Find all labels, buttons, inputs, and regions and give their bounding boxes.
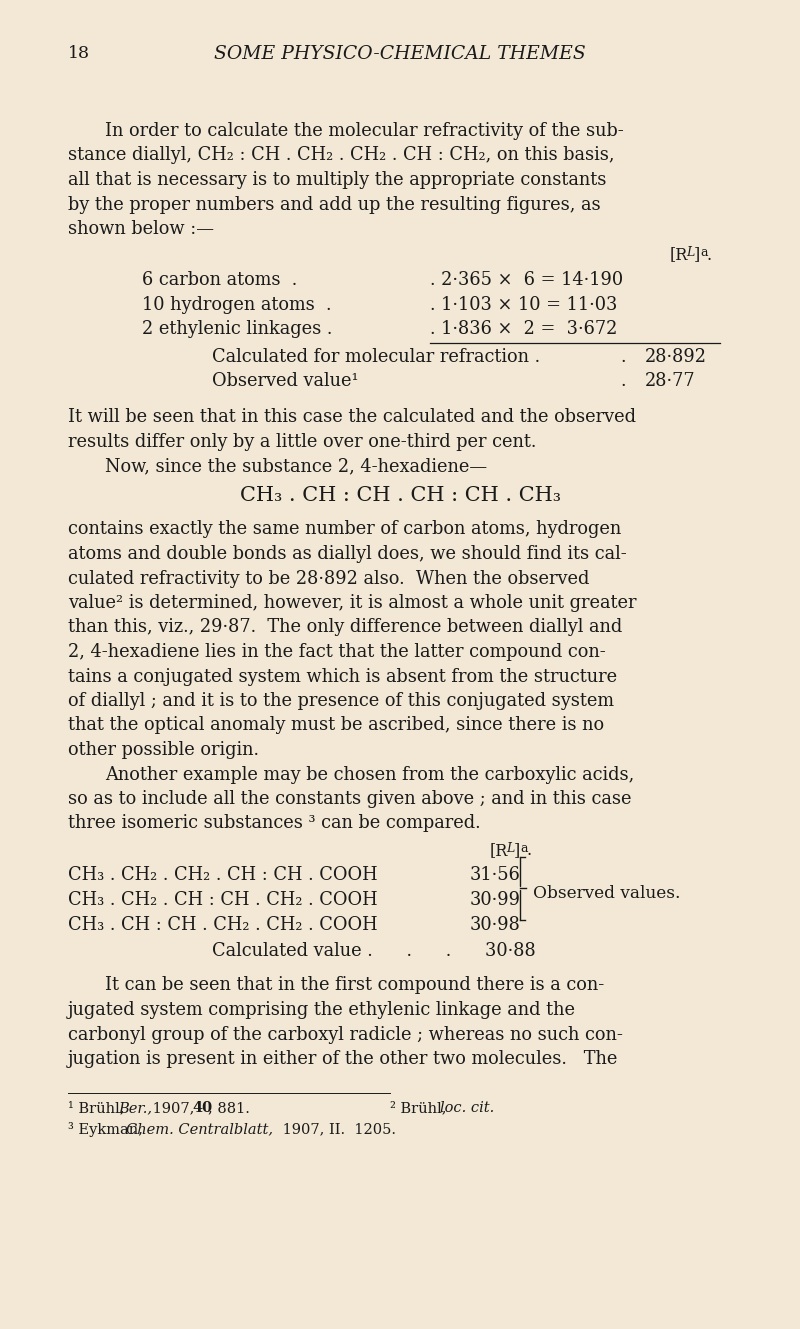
Text: 1907,: 1907, (148, 1102, 199, 1115)
Text: three isomeric substances ³ can be compared.: three isomeric substances ³ can be compa… (68, 815, 481, 832)
Text: other possible origin.: other possible origin. (68, 742, 259, 759)
Text: than this, viz., 29·87.  The only difference between diallyl and: than this, viz., 29·87. The only differe… (68, 618, 622, 637)
Text: 6 carbon atoms  .: 6 carbon atoms . (142, 271, 298, 288)
Text: 1907, II.  1205.: 1907, II. 1205. (278, 1122, 396, 1136)
Text: culated refractivity to be 28·892 also.  When the observed: culated refractivity to be 28·892 also. … (68, 570, 590, 587)
Text: Chem. Centralblatt,: Chem. Centralblatt, (126, 1122, 273, 1136)
Text: ² Brühl,: ² Brühl, (390, 1102, 451, 1115)
Text: .: . (707, 246, 712, 263)
Text: so as to include all the constants given above ; and in this case: so as to include all the constants given… (68, 789, 631, 808)
Text: 2, 4-hexadiene lies in the fact that the latter compound con-: 2, 4-hexadiene lies in the fact that the… (68, 643, 606, 661)
Text: jugated system comprising the ethylenic linkage and the: jugated system comprising the ethylenic … (68, 1001, 576, 1019)
Text: Observed value¹: Observed value¹ (212, 372, 358, 389)
Text: 30·98: 30·98 (470, 916, 521, 933)
Text: 40: 40 (192, 1102, 212, 1115)
Text: ]: ] (514, 843, 520, 859)
Text: 28·77: 28·77 (645, 372, 696, 389)
Text: CH₃ . CH : CH . CH₂ . CH₂ . COOH: CH₃ . CH : CH . CH₂ . CH₂ . COOH (68, 916, 378, 933)
Text: It can be seen that in the first compound there is a con-: It can be seen that in the first compoun… (105, 977, 604, 994)
Text: atoms and double bonds as diallyl does, we should find its cal-: atoms and double bonds as diallyl does, … (68, 545, 626, 563)
Text: . 2·365 ×  6 = 14·190: . 2·365 × 6 = 14·190 (430, 271, 623, 288)
Text: 30·99: 30·99 (470, 890, 521, 909)
Text: L: L (686, 246, 694, 259)
Text: CH₃ . CH : CH . CH : CH . CH₃: CH₃ . CH : CH . CH : CH . CH₃ (239, 486, 561, 505)
Text: that the optical anomaly must be ascribed, since there is no: that the optical anomaly must be ascribe… (68, 716, 604, 735)
Text: contains exactly the same number of carbon atoms, hydrogen: contains exactly the same number of carb… (68, 521, 622, 538)
Text: CH₃ . CH₂ . CH : CH . CH₂ . COOH: CH₃ . CH₂ . CH : CH . CH₂ . COOH (68, 890, 378, 909)
Text: ]: ] (694, 246, 700, 263)
Text: tains a conjugated system which is absent from the structure: tains a conjugated system which is absen… (68, 667, 617, 686)
Text: of diallyl ; and it is to the presence of this conjugated system: of diallyl ; and it is to the presence o… (68, 692, 614, 710)
Text: L: L (506, 843, 514, 855)
Text: , 881.: , 881. (208, 1102, 250, 1115)
Text: Another example may be chosen from the carboxylic acids,: Another example may be chosen from the c… (105, 766, 634, 784)
Text: 10 hydrogen atoms  .: 10 hydrogen atoms . (142, 295, 331, 314)
Text: 28·892: 28·892 (645, 347, 707, 365)
Text: In order to calculate the molecular refractivity of the sub-: In order to calculate the molecular refr… (105, 122, 624, 140)
Text: SOME PHYSICO-CHEMICAL THEMES: SOME PHYSICO-CHEMICAL THEMES (214, 45, 586, 62)
Text: results differ only by a little over one-third per cent.: results differ only by a little over one… (68, 433, 536, 451)
Text: . 1·103 × 10 = 11·03: . 1·103 × 10 = 11·03 (430, 295, 618, 314)
Text: . 1·836 ×  2 =  3·672: . 1·836 × 2 = 3·672 (430, 320, 618, 338)
Text: ³ Eykman,: ³ Eykman, (68, 1122, 148, 1138)
Text: a: a (700, 246, 707, 259)
Text: .: . (527, 843, 532, 859)
Text: jugation is present in either of the other two molecules.   The: jugation is present in either of the oth… (68, 1050, 618, 1069)
Text: carbonyl group of the carboxyl radicle ; whereas no such con-: carbonyl group of the carboxyl radicle ;… (68, 1026, 623, 1043)
Text: [R: [R (670, 246, 688, 263)
Text: by the proper numbers and add up the resulting figures, as: by the proper numbers and add up the res… (68, 195, 601, 214)
Text: [R: [R (490, 843, 508, 859)
Text: .: . (620, 347, 626, 365)
Text: Calculated for molecular refraction .: Calculated for molecular refraction . (212, 347, 540, 365)
Text: Calculated value .      .      .      30·88: Calculated value . . . 30·88 (212, 942, 536, 960)
Text: Ber.,: Ber., (118, 1102, 152, 1115)
Text: 18: 18 (68, 45, 90, 62)
Text: Now, since the substance 2, 4-hexadiene—: Now, since the substance 2, 4-hexadiene— (105, 457, 487, 476)
Text: 31·56: 31·56 (470, 867, 521, 885)
Text: 2 ethylenic linkages .: 2 ethylenic linkages . (142, 320, 332, 338)
Text: a: a (520, 843, 527, 855)
Text: Observed values.: Observed values. (533, 885, 681, 902)
Text: .: . (620, 372, 626, 389)
Text: shown below :—: shown below :— (68, 221, 214, 238)
Text: stance diallyl, CH₂ : CH . CH₂ . CH₂ . CH : CH₂, on this basis,: stance diallyl, CH₂ : CH . CH₂ . CH₂ . C… (68, 146, 614, 165)
Text: loc. cit.: loc. cit. (440, 1102, 494, 1115)
Text: value² is determined, however, it is almost a whole unit greater: value² is determined, however, it is alm… (68, 594, 637, 611)
Text: CH₃ . CH₂ . CH₂ . CH : CH . COOH: CH₃ . CH₂ . CH₂ . CH : CH . COOH (68, 867, 378, 885)
Text: all that is necessary is to multiply the appropriate constants: all that is necessary is to multiply the… (68, 171, 606, 189)
Text: It will be seen that in this case the calculated and the observed: It will be seen that in this case the ca… (68, 408, 636, 427)
Text: ¹ Brühl,: ¹ Brühl, (68, 1102, 129, 1115)
